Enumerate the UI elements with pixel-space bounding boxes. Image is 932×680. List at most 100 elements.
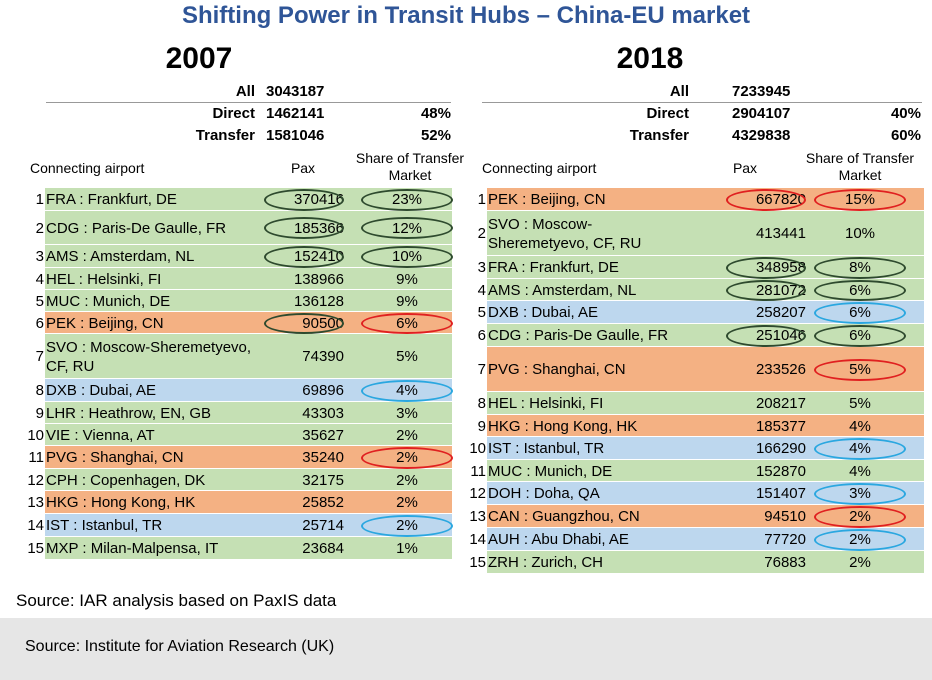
table-row: 8 DXB : Dubai, AE 69896 4% — [14, 379, 453, 402]
row-highlight — [45, 312, 452, 333]
row-pax: 208217 — [755, 395, 806, 412]
row-rank: 15 — [469, 554, 486, 571]
summary-label: Direct — [646, 105, 689, 122]
row-rank: 12 — [469, 485, 486, 502]
table-row: 2 SVO : Moscow-Sheremetyevo, CF, RU 413441… — [470, 211, 925, 256]
header-pax: Pax — [732, 160, 758, 176]
table-row: 7 SVO : Moscow-Sheremetyevo, CF, RU 74390 5… — [14, 334, 452, 379]
row-airport: VIE : Vienna, AT — [46, 426, 155, 444]
row-share: 5% — [849, 395, 871, 412]
row-rank: 12 — [27, 471, 44, 489]
row-pax: 166290 — [755, 440, 806, 457]
row-pax: 281072 — [755, 281, 806, 299]
row-airport: LHR : Heathrow, EN, GB — [46, 404, 212, 422]
row-highlight — [45, 446, 452, 468]
table-row: 10 IST : Istanbul, TR 166290 4% — [469, 437, 925, 460]
summary-share: 40% — [890, 105, 921, 122]
row-share: 9% — [396, 292, 418, 310]
row-pax: 233526 — [755, 361, 806, 378]
row-pax: 152870 — [755, 462, 806, 480]
row-rank: 7 — [477, 361, 486, 378]
row-airport: ZRH : Zurich, CH — [488, 554, 604, 571]
row-airport: MUC : Munich, DE — [46, 292, 171, 310]
row-rank: 15 — [27, 540, 44, 557]
row-rank: 14 — [27, 517, 44, 534]
row-pax: 136128 — [293, 292, 344, 310]
summary-label: Transfer — [195, 127, 255, 144]
row-rank: 1 — [35, 191, 44, 208]
row-highlight — [45, 290, 452, 311]
row-rank: 11 — [28, 449, 44, 466]
header-airport: Connecting airport — [482, 160, 597, 176]
row-share: 3% — [396, 404, 418, 422]
row-pax: 76883 — [764, 554, 806, 571]
row-airport: FRA : Frankfurt, DE — [488, 259, 619, 276]
row-share: 8% — [849, 259, 871, 276]
table-row: 8 HEL : Helsinki, FI 208217 5% — [470, 392, 925, 415]
row-pax: 35627 — [302, 426, 344, 444]
row-highlight — [45, 245, 452, 267]
row-pax: 25714 — [302, 517, 344, 534]
row-share: 2% — [849, 554, 871, 571]
table-row: 11 MUC : Munich, DE 152870 4% — [470, 460, 925, 482]
panel-2007: 2007 All 3043187 Direct 1462141 48% Transfer 15… — [14, 0, 464, 600]
row-pax: 251046 — [755, 327, 806, 344]
row-highlight — [487, 460, 924, 481]
row-airport: PVG : Shanghai, CN — [46, 449, 184, 466]
row-airport: DOH : Doha, QA — [488, 485, 600, 502]
row-airport: AMS : Amsterdam, NL — [488, 281, 637, 299]
table-row: 14 IST : Istanbul, TR 25714 2% — [14, 514, 453, 537]
row-share: 1% — [396, 540, 418, 557]
row-share: 6% — [849, 327, 871, 344]
row-rank: 4 — [35, 270, 44, 288]
row-rank: 10 — [27, 426, 44, 444]
row-airport: PEK : Beijing, CN — [488, 191, 606, 208]
table-row: 13 CAN : Guangzhou, CN 94510 2% — [469, 505, 925, 528]
row-share: 2% — [396, 426, 418, 444]
row-pax: 32175 — [302, 471, 344, 489]
row-share: 15% — [844, 191, 876, 208]
row-share: 4% — [849, 440, 871, 457]
table-row: 13 HKG : Hong Kong, HK 25852 2% — [14, 491, 452, 514]
row-rank: 13 — [27, 494, 44, 511]
row-airport: MUC : Munich, DE — [488, 462, 613, 480]
row-share: 2% — [396, 494, 418, 511]
page-title: Shifting Power in Transit Hubs – China-E… — [181, 2, 751, 29]
row-pax: 77720 — [764, 531, 806, 548]
row-pax: 185366 — [293, 219, 344, 237]
table-row: 6 CDG : Paris-De Gaulle, FR 251046 6% — [470, 324, 925, 347]
row-rank: 11 — [470, 462, 486, 480]
row-rank: 6 — [35, 314, 44, 332]
panel-2018: 2018 All 7233945 Direct 2904107 40% Transfer 43… — [469, 0, 925, 600]
row-highlight — [45, 491, 452, 513]
row-share: 4% — [849, 417, 871, 435]
row-airport: AUH : Abu Dhabi, AE — [488, 531, 629, 548]
row-pax: 35240 — [302, 449, 344, 466]
row-highlight — [487, 392, 924, 414]
table-row: 3 FRA : Frankfurt, DE 348958 8% — [470, 256, 925, 279]
summary-label: Transfer — [629, 127, 689, 144]
table-row: 2 CDG : Paris-De Gaulle, FR 185366 12% — [14, 211, 453, 245]
row-airport: CAN : Guangzhou, CN — [488, 508, 640, 525]
row-highlight — [45, 424, 452, 445]
row-pax: 138966 — [293, 270, 344, 288]
row-airport: AMS : Amsterdam, NL — [46, 248, 195, 265]
row-share: 3% — [849, 485, 871, 502]
summary-divider — [46, 102, 451, 103]
row-rank: 1 — [477, 191, 486, 208]
row-share: 2% — [396, 517, 418, 534]
row-pax: 23684 — [302, 540, 344, 557]
row-share: 23% — [391, 191, 423, 208]
row-rank: 9 — [477, 417, 486, 435]
row-share: 5% — [849, 361, 871, 378]
row-airport: CPH : Copenhagen, DK — [46, 471, 206, 489]
row-share: 12% — [391, 219, 423, 237]
row-highlight — [487, 551, 924, 573]
table-row: 5 MUC : Munich, DE 136128 9% — [14, 290, 452, 312]
row-pax: 413441 — [755, 225, 806, 242]
row-share: 10% — [391, 248, 423, 265]
row-highlight — [487, 211, 924, 255]
row-pax: 185377 — [755, 417, 806, 435]
header-pax: Pax — [290, 160, 316, 176]
table-row: 3 AMS : Amsterdam, NL 152410 10% — [14, 245, 453, 268]
